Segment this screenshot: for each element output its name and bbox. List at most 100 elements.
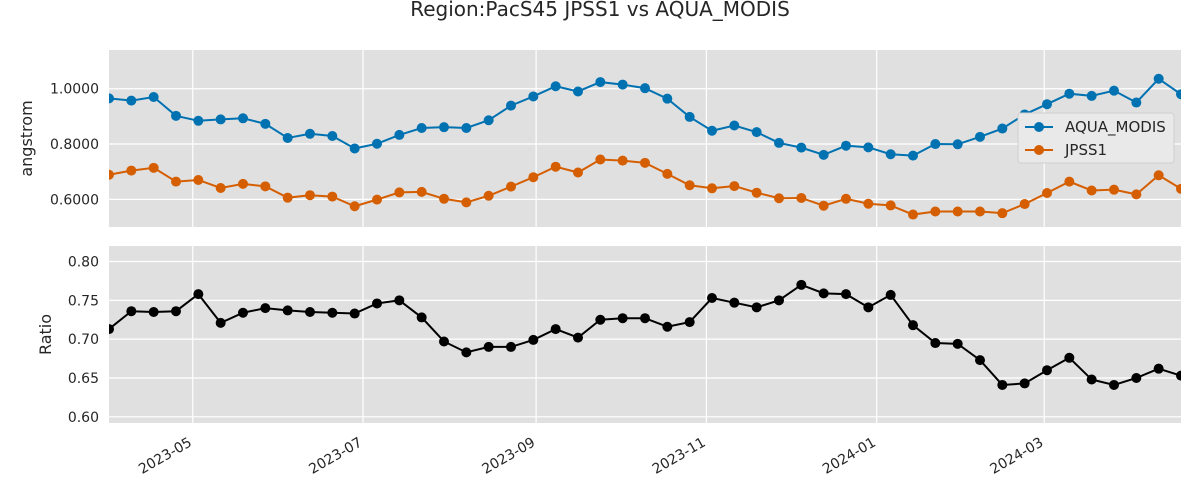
ratio-point <box>662 321 673 332</box>
aqua-modis-point <box>1131 97 1142 108</box>
aqua-modis-point <box>796 142 807 153</box>
ratio-point <box>595 314 606 325</box>
jpss1-point <box>1176 183 1181 194</box>
legend-item-aqua-modis: AQUA_MODIS <box>1025 118 1166 137</box>
jpss1-point <box>349 201 360 212</box>
chart-title: Region:PacS45 JPSS1 vs AQUA_MODIS <box>410 0 790 21</box>
ratio-point <box>640 313 650 324</box>
jpss1-point <box>439 193 449 204</box>
aqua-modis-point <box>774 137 784 148</box>
jpss1-point <box>550 161 561 172</box>
aqua-modis-point <box>394 129 405 140</box>
aqua-modis-point <box>1176 89 1181 100</box>
jpss1-point <box>930 206 941 217</box>
aqua-modis-point <box>109 93 114 104</box>
ratio-point <box>796 279 807 290</box>
jpss1-point <box>729 181 740 192</box>
jpss1-point <box>372 194 382 205</box>
ratio-point <box>1042 365 1052 376</box>
aqua-modis-point <box>148 92 159 103</box>
ratio-point <box>707 293 717 304</box>
jpss1-point <box>952 206 963 217</box>
ratio-point <box>109 324 114 335</box>
y-tick-label: 0.60 <box>68 410 99 426</box>
ratio-axis-label: Ratio <box>36 314 55 355</box>
aqua-modis-point <box>349 143 360 154</box>
jpss1-point <box>818 200 829 211</box>
aqua-modis-point <box>1064 88 1075 99</box>
ratio-point <box>908 320 918 331</box>
ratio-point <box>930 338 941 349</box>
jpss1-point <box>617 155 628 166</box>
ratio-point <box>1176 370 1181 381</box>
ratio-point <box>573 332 583 343</box>
y-tick-label: 0.65 <box>68 371 99 387</box>
jpss1-point <box>684 180 695 191</box>
jpss1-point <box>796 192 807 203</box>
y-tick-label: 0.6000 <box>50 192 99 208</box>
aqua-modis-point <box>662 93 673 104</box>
jpss1-point <box>885 200 896 211</box>
aqua-modis-point <box>327 131 338 142</box>
aqua-modis-point <box>997 123 1008 134</box>
aqua-modis-series <box>109 73 1181 161</box>
ratio-series <box>109 279 1181 390</box>
angstrom-axis-label: angstrom <box>17 100 36 176</box>
jpss1-series <box>109 154 1181 220</box>
jpss1-point <box>841 193 851 204</box>
ratio-point <box>997 379 1008 390</box>
jpss1-point <box>595 154 606 165</box>
jpss1-point <box>528 172 539 183</box>
aqua-modis-point <box>595 77 606 88</box>
x-tick-label: 2023-07 <box>306 435 365 478</box>
x-tick-label: 2023-05 <box>136 435 195 478</box>
aqua-modis-point <box>282 132 293 143</box>
aqua-modis-point <box>416 122 427 133</box>
aqua-modis-point <box>885 149 896 160</box>
aqua-modis-point <box>684 111 695 122</box>
jpss1-point <box>461 197 472 208</box>
jpss1-point <box>394 187 405 198</box>
legend-label: AQUA_MODIS <box>1065 118 1166 137</box>
aqua-modis-point <box>193 115 204 126</box>
aqua-modis-point <box>1153 73 1164 84</box>
ratio-point <box>617 313 628 324</box>
aqua-modis-point <box>908 150 918 161</box>
ratio-point <box>684 317 695 328</box>
aqua-modis-point <box>171 110 181 121</box>
aqua-modis-point <box>483 115 494 126</box>
jpss1-point <box>908 209 918 220</box>
aqua-modis-point <box>238 113 248 124</box>
ratio-point <box>171 306 181 317</box>
ratio-point <box>394 295 405 306</box>
ratio-point <box>327 307 338 318</box>
ratio-point <box>1086 374 1097 385</box>
jpss1-point <box>640 157 650 168</box>
aqua-modis-point <box>952 139 963 150</box>
jpss1-point <box>707 183 717 194</box>
jpss1-point <box>148 162 159 173</box>
aqua-modis-point <box>506 100 516 111</box>
y-tick-label: 0.8000 <box>50 137 99 153</box>
ratio-point <box>238 307 248 318</box>
ratio-point <box>729 297 740 308</box>
ratio-point <box>1153 363 1164 374</box>
jpss1-point <box>975 206 985 217</box>
ratio-point <box>885 289 896 300</box>
legend-swatch-marker <box>1034 145 1044 155</box>
ratio-point <box>506 341 516 352</box>
aqua-modis-point <box>729 120 740 131</box>
ratio-point <box>282 305 293 316</box>
ratio-point <box>372 298 382 309</box>
ratio-point <box>863 302 874 313</box>
jpss1-point <box>751 187 762 198</box>
jpss1-point <box>1153 170 1164 181</box>
aqua-modis-point <box>640 83 650 94</box>
aqua-modis-point <box>841 140 851 151</box>
ratio-point <box>193 289 204 300</box>
ratio-point <box>1131 372 1142 383</box>
aqua-modis-point <box>707 125 717 136</box>
jpss1-point <box>238 178 248 189</box>
aqua-modis-point <box>461 122 472 133</box>
